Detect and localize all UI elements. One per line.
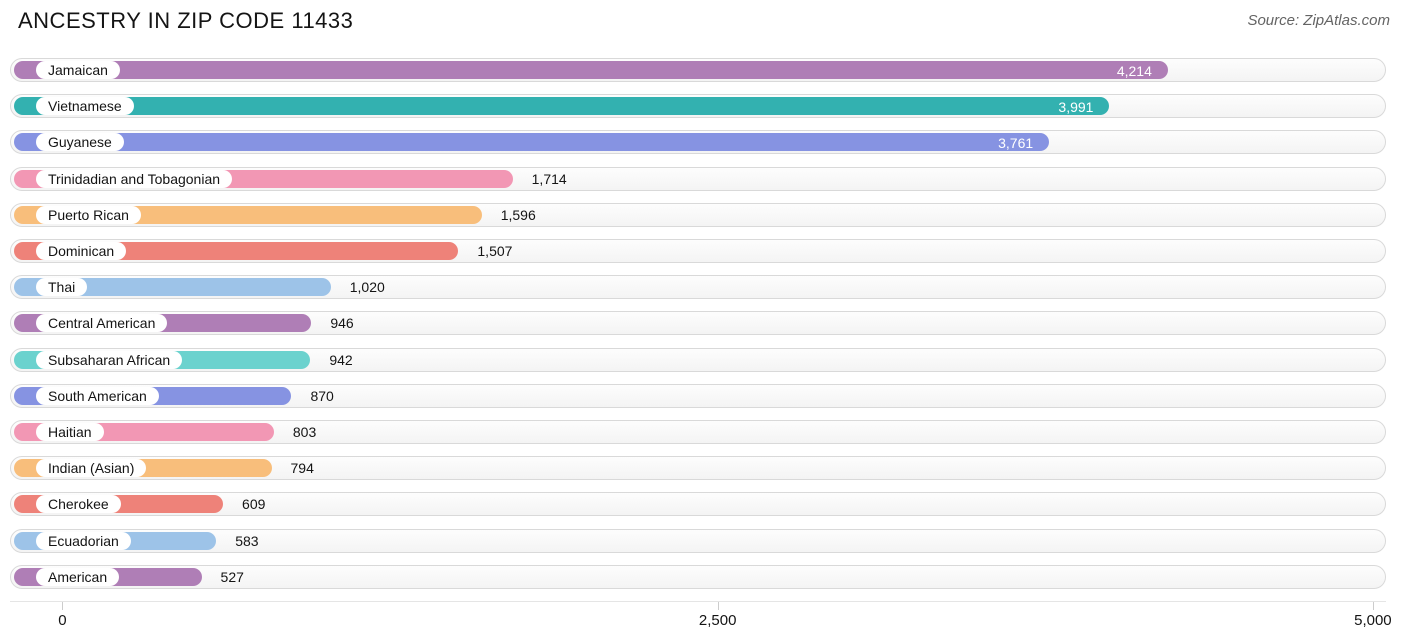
axis-tick [718, 602, 719, 610]
bar-category-label: Cherokee [36, 495, 121, 513]
bar-category-label: Puerto Rican [36, 206, 141, 224]
bar-fill [14, 61, 1168, 79]
chart-title: ANCESTRY IN ZIP CODE 11433 [18, 8, 353, 34]
bar-value-label: 3,761 [998, 131, 1033, 155]
bar-row: Vietnamese 3,991 [10, 88, 1396, 124]
bar-row: Puerto Rican 1,596 [10, 197, 1396, 233]
axis-tick-label: 0 [58, 612, 66, 629]
bar-row: Dominican 1,507 [10, 233, 1396, 269]
bar-value-label: 609 [232, 496, 265, 512]
bar-category-label: Jamaican [36, 61, 120, 79]
bar-value-label: 1,507 [467, 243, 512, 259]
bar-value-label: 946 [320, 315, 353, 331]
bar-track: Puerto Rican [10, 203, 1386, 227]
bar-value-label: 1,714 [522, 171, 567, 187]
bar-row: American 527 [10, 559, 1396, 595]
bar-row: Subsaharan African 942 [10, 342, 1396, 378]
bar-category-label: Guyanese [36, 133, 124, 151]
bar-category-label: Haitian [36, 423, 104, 441]
bar-value-label: 583 [225, 533, 258, 549]
bar-value-label: 3,991 [1058, 95, 1093, 119]
bar-value-label: 794 [281, 460, 314, 476]
bar-category-label: Vietnamese [36, 97, 134, 115]
axis-tick [1373, 602, 1374, 610]
bar-category-label: Ecuadorian [36, 532, 131, 550]
bar-track: Vietnamese 3,991 [10, 94, 1386, 118]
bar-row: Guyanese 3,761 [10, 124, 1396, 160]
chart-container: ANCESTRY IN ZIP CODE 11433 Source: ZipAt… [0, 0, 1406, 644]
bar-value-label: 942 [319, 352, 352, 368]
bar-value-label: 870 [300, 388, 333, 404]
bar-track: Indian (Asian) [10, 456, 1386, 480]
bar-category-label: Thai [36, 278, 87, 296]
bar-track: Subsaharan African [10, 348, 1386, 372]
bar-track: Dominican [10, 239, 1386, 263]
bar-row: Ecuadorian 583 [10, 522, 1396, 558]
chart-header: ANCESTRY IN ZIP CODE 11433 Source: ZipAt… [10, 8, 1396, 42]
bar-row: Jamaican 4,214 [10, 52, 1396, 88]
bar-row: Thai 1,020 [10, 269, 1396, 305]
bar-row: Indian (Asian) 794 [10, 450, 1396, 486]
x-axis: 02,5005,000 [10, 601, 1386, 643]
bar-fill [14, 133, 1049, 151]
axis-tick-label: 2,500 [699, 612, 737, 629]
bar-track: Thai [10, 275, 1386, 299]
bar-track: South American [10, 384, 1386, 408]
bar-value-label: 1,020 [340, 279, 385, 295]
bar-value-label: 527 [211, 569, 244, 585]
bar-category-label: Subsaharan African [36, 351, 182, 369]
bar-fill [14, 97, 1109, 115]
bar-row: Haitian 803 [10, 414, 1396, 450]
bar-value-label: 1,596 [491, 207, 536, 223]
bar-category-label: Trinidadian and Tobagonian [36, 170, 232, 188]
bar-category-label: Central American [36, 314, 167, 332]
bars-area: Jamaican 4,214 Vietnamese 3,991 Guyanese 3,76… [10, 42, 1396, 595]
bar-track: Jamaican 4,214 [10, 58, 1386, 82]
bar-track: Haitian [10, 420, 1386, 444]
bar-track: Ecuadorian [10, 529, 1386, 553]
bar-row: Central American 946 [10, 305, 1396, 341]
bar-category-label: South American [36, 387, 159, 405]
bar-value-label: 4,214 [1117, 59, 1152, 83]
bar-category-label: Dominican [36, 242, 126, 260]
bar-row: South American 870 [10, 378, 1396, 414]
bar-row: Cherokee 609 [10, 486, 1396, 522]
bar-value-label: 803 [283, 424, 316, 440]
bar-track: Trinidadian and Tobagonian [10, 167, 1386, 191]
bar-row: Trinidadian and Tobagonian 1,714 [10, 161, 1396, 197]
bar-track: Guyanese 3,761 [10, 130, 1386, 154]
chart-source: Source: ZipAtlas.com [1247, 8, 1390, 29]
axis-tick-label: 5,000 [1354, 612, 1392, 629]
axis-tick [62, 602, 63, 610]
bar-track: Central American [10, 311, 1386, 335]
bar-category-label: American [36, 568, 119, 586]
bar-track: Cherokee [10, 492, 1386, 516]
bar-category-label: Indian (Asian) [36, 459, 146, 477]
